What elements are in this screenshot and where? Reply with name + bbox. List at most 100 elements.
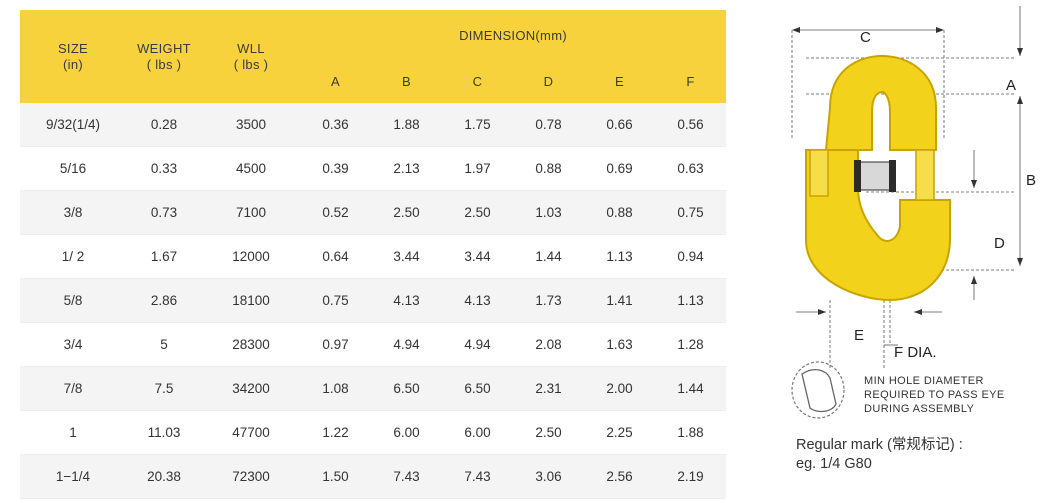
header-weight-label: WEIGHT	[137, 40, 191, 56]
cell-c: 1.75	[442, 103, 513, 147]
cell-c: 3.44	[442, 234, 513, 279]
cell-d: 3.06	[513, 454, 584, 499]
note-line-2: REQUIRED TO PASS EYE	[864, 389, 1005, 401]
header-size: SIZE (in)	[20, 10, 126, 103]
cell-size: 5/16	[20, 146, 126, 191]
cell-b: 3.44	[371, 234, 442, 279]
cell-size: 5/8	[20, 278, 126, 323]
cell-d: 1.44	[513, 234, 584, 279]
min-hole-illustration	[791, 361, 845, 419]
cell-wll: 28300	[202, 322, 300, 367]
cell-c: 6.00	[442, 410, 513, 455]
cell-d: 0.88	[513, 146, 584, 191]
cell-size: 3/4	[20, 322, 126, 367]
cell-f: 0.56	[655, 103, 727, 147]
connecting-link-illustration	[805, 54, 951, 302]
header-dim-c: C	[442, 59, 513, 103]
cell-weight: 1.67	[126, 234, 202, 279]
cell-b: 2.13	[371, 146, 442, 191]
label-b: B	[1026, 172, 1036, 189]
cell-size: 7/8	[20, 366, 126, 411]
dimension-arrows	[792, 27, 1023, 315]
header-size-label: SIZE	[57, 40, 89, 56]
cell-weight: 5	[126, 322, 202, 367]
note-line-1: MIN HOLE DIAMETER	[864, 375, 984, 387]
cell-f: 1.13	[655, 278, 727, 323]
header-size-unit: (in)	[63, 56, 83, 72]
regular-mark-label: Regular mark (常规标记) :	[796, 437, 963, 453]
cell-e: 2.00	[584, 366, 655, 411]
cell-weight: 2.86	[126, 278, 202, 323]
regular-mark-example: eg. 1/4 G80	[796, 456, 872, 472]
cell-e: 1.13	[584, 234, 655, 279]
header-dim-f: F	[655, 59, 727, 103]
cell-size: 9/32(1/4)	[20, 103, 126, 147]
cell-d: 0.78	[513, 103, 584, 147]
cell-wll: 4500	[202, 146, 300, 191]
cell-b: 6.00	[371, 410, 442, 455]
table-row: 1−1/4 20.38 72300 1.50 7.43 7.43 3.06 2.56 2.19	[20, 454, 727, 499]
cell-c: 4.94	[442, 322, 513, 367]
cell-a: 0.39	[300, 146, 371, 191]
label-f-dia: F DIA.	[894, 344, 937, 361]
header-wll-unit: ( lbs )	[233, 56, 269, 72]
cell-e: 2.25	[584, 410, 655, 455]
cell-weight: 7.5	[126, 366, 202, 411]
header-dim-d: D	[513, 59, 584, 103]
cell-e: 1.41	[584, 278, 655, 323]
cell-a: 0.75	[300, 278, 371, 323]
cell-a: 0.64	[300, 234, 371, 279]
cell-a: 0.36	[300, 103, 371, 147]
cell-d: 2.31	[513, 366, 584, 411]
cell-b: 1.88	[371, 103, 442, 147]
cell-d: 2.50	[513, 410, 584, 455]
table-row: 5/16 0.33 4500 0.39 2.13 1.97 0.88 0.69 0.63	[20, 146, 727, 191]
header-weight: WEIGHT ( lbs )	[126, 10, 202, 103]
cell-e: 0.69	[584, 146, 655, 191]
cell-b: 7.43	[371, 454, 442, 499]
label-e: E	[854, 327, 864, 344]
header-wll: WLL ( lbs )	[202, 10, 300, 103]
cell-weight: 0.73	[126, 190, 202, 235]
cell-size: 3/8	[20, 190, 126, 235]
cell-f: 0.75	[655, 190, 727, 235]
cell-size: 1/ 2	[20, 234, 126, 279]
cell-c: 1.97	[442, 146, 513, 191]
label-a: A	[1006, 77, 1016, 94]
cell-a: 1.22	[300, 410, 371, 455]
cell-f: 2.19	[655, 454, 727, 499]
regular-mark-note: Regular mark (常规标记) : eg. 1/4 G80	[796, 436, 1046, 474]
table-row: 5/8 2.86 18100 0.75 4.13 4.13 1.73 1.41 1.13	[20, 278, 727, 323]
note-line-3: DURING ASSEMBLY	[864, 403, 975, 415]
cell-f: 0.94	[655, 234, 727, 279]
table-row: 9/32(1/4) 0.28 3500 0.36 1.88 1.75 0.78 0.66 0.5…	[20, 103, 727, 147]
cell-wll: 7100	[202, 190, 300, 235]
cell-a: 0.52	[300, 190, 371, 235]
cell-wll: 3500	[202, 103, 300, 147]
header-dim-b: B	[371, 59, 442, 103]
cell-d: 1.73	[513, 278, 584, 323]
cell-f: 0.63	[655, 146, 727, 191]
cell-b: 2.50	[371, 190, 442, 235]
header-wll-label: WLL	[237, 40, 265, 56]
label-d: D	[994, 235, 1005, 252]
cell-e: 2.56	[584, 454, 655, 499]
cell-weight: 11.03	[126, 410, 202, 455]
header-dim-e: E	[584, 59, 655, 103]
table-row: 1 11.03 47700 1.22 6.00 6.00 2.50 2.25 1.88	[20, 410, 727, 455]
cell-wll: 72300	[202, 454, 300, 499]
cell-wll: 47700	[202, 410, 300, 455]
cell-f: 1.28	[655, 322, 727, 367]
table-header: SIZE (in) WEIGHT ( lbs ) WLL ( lbs ) DIM…	[20, 10, 727, 103]
cell-wll: 12000	[202, 234, 300, 279]
cell-size: 1	[20, 410, 126, 455]
spec-table: SIZE (in) WEIGHT ( lbs ) WLL ( lbs ) DIM…	[20, 10, 727, 499]
cell-c: 6.50	[442, 366, 513, 411]
cell-b: 6.50	[371, 366, 442, 411]
cell-f: 1.88	[655, 410, 727, 455]
cell-a: 1.08	[300, 366, 371, 411]
cell-a: 1.50	[300, 454, 371, 499]
header-weight-unit: ( lbs )	[146, 56, 182, 72]
cell-f: 1.44	[655, 366, 727, 411]
cell-weight: 20.38	[126, 454, 202, 499]
